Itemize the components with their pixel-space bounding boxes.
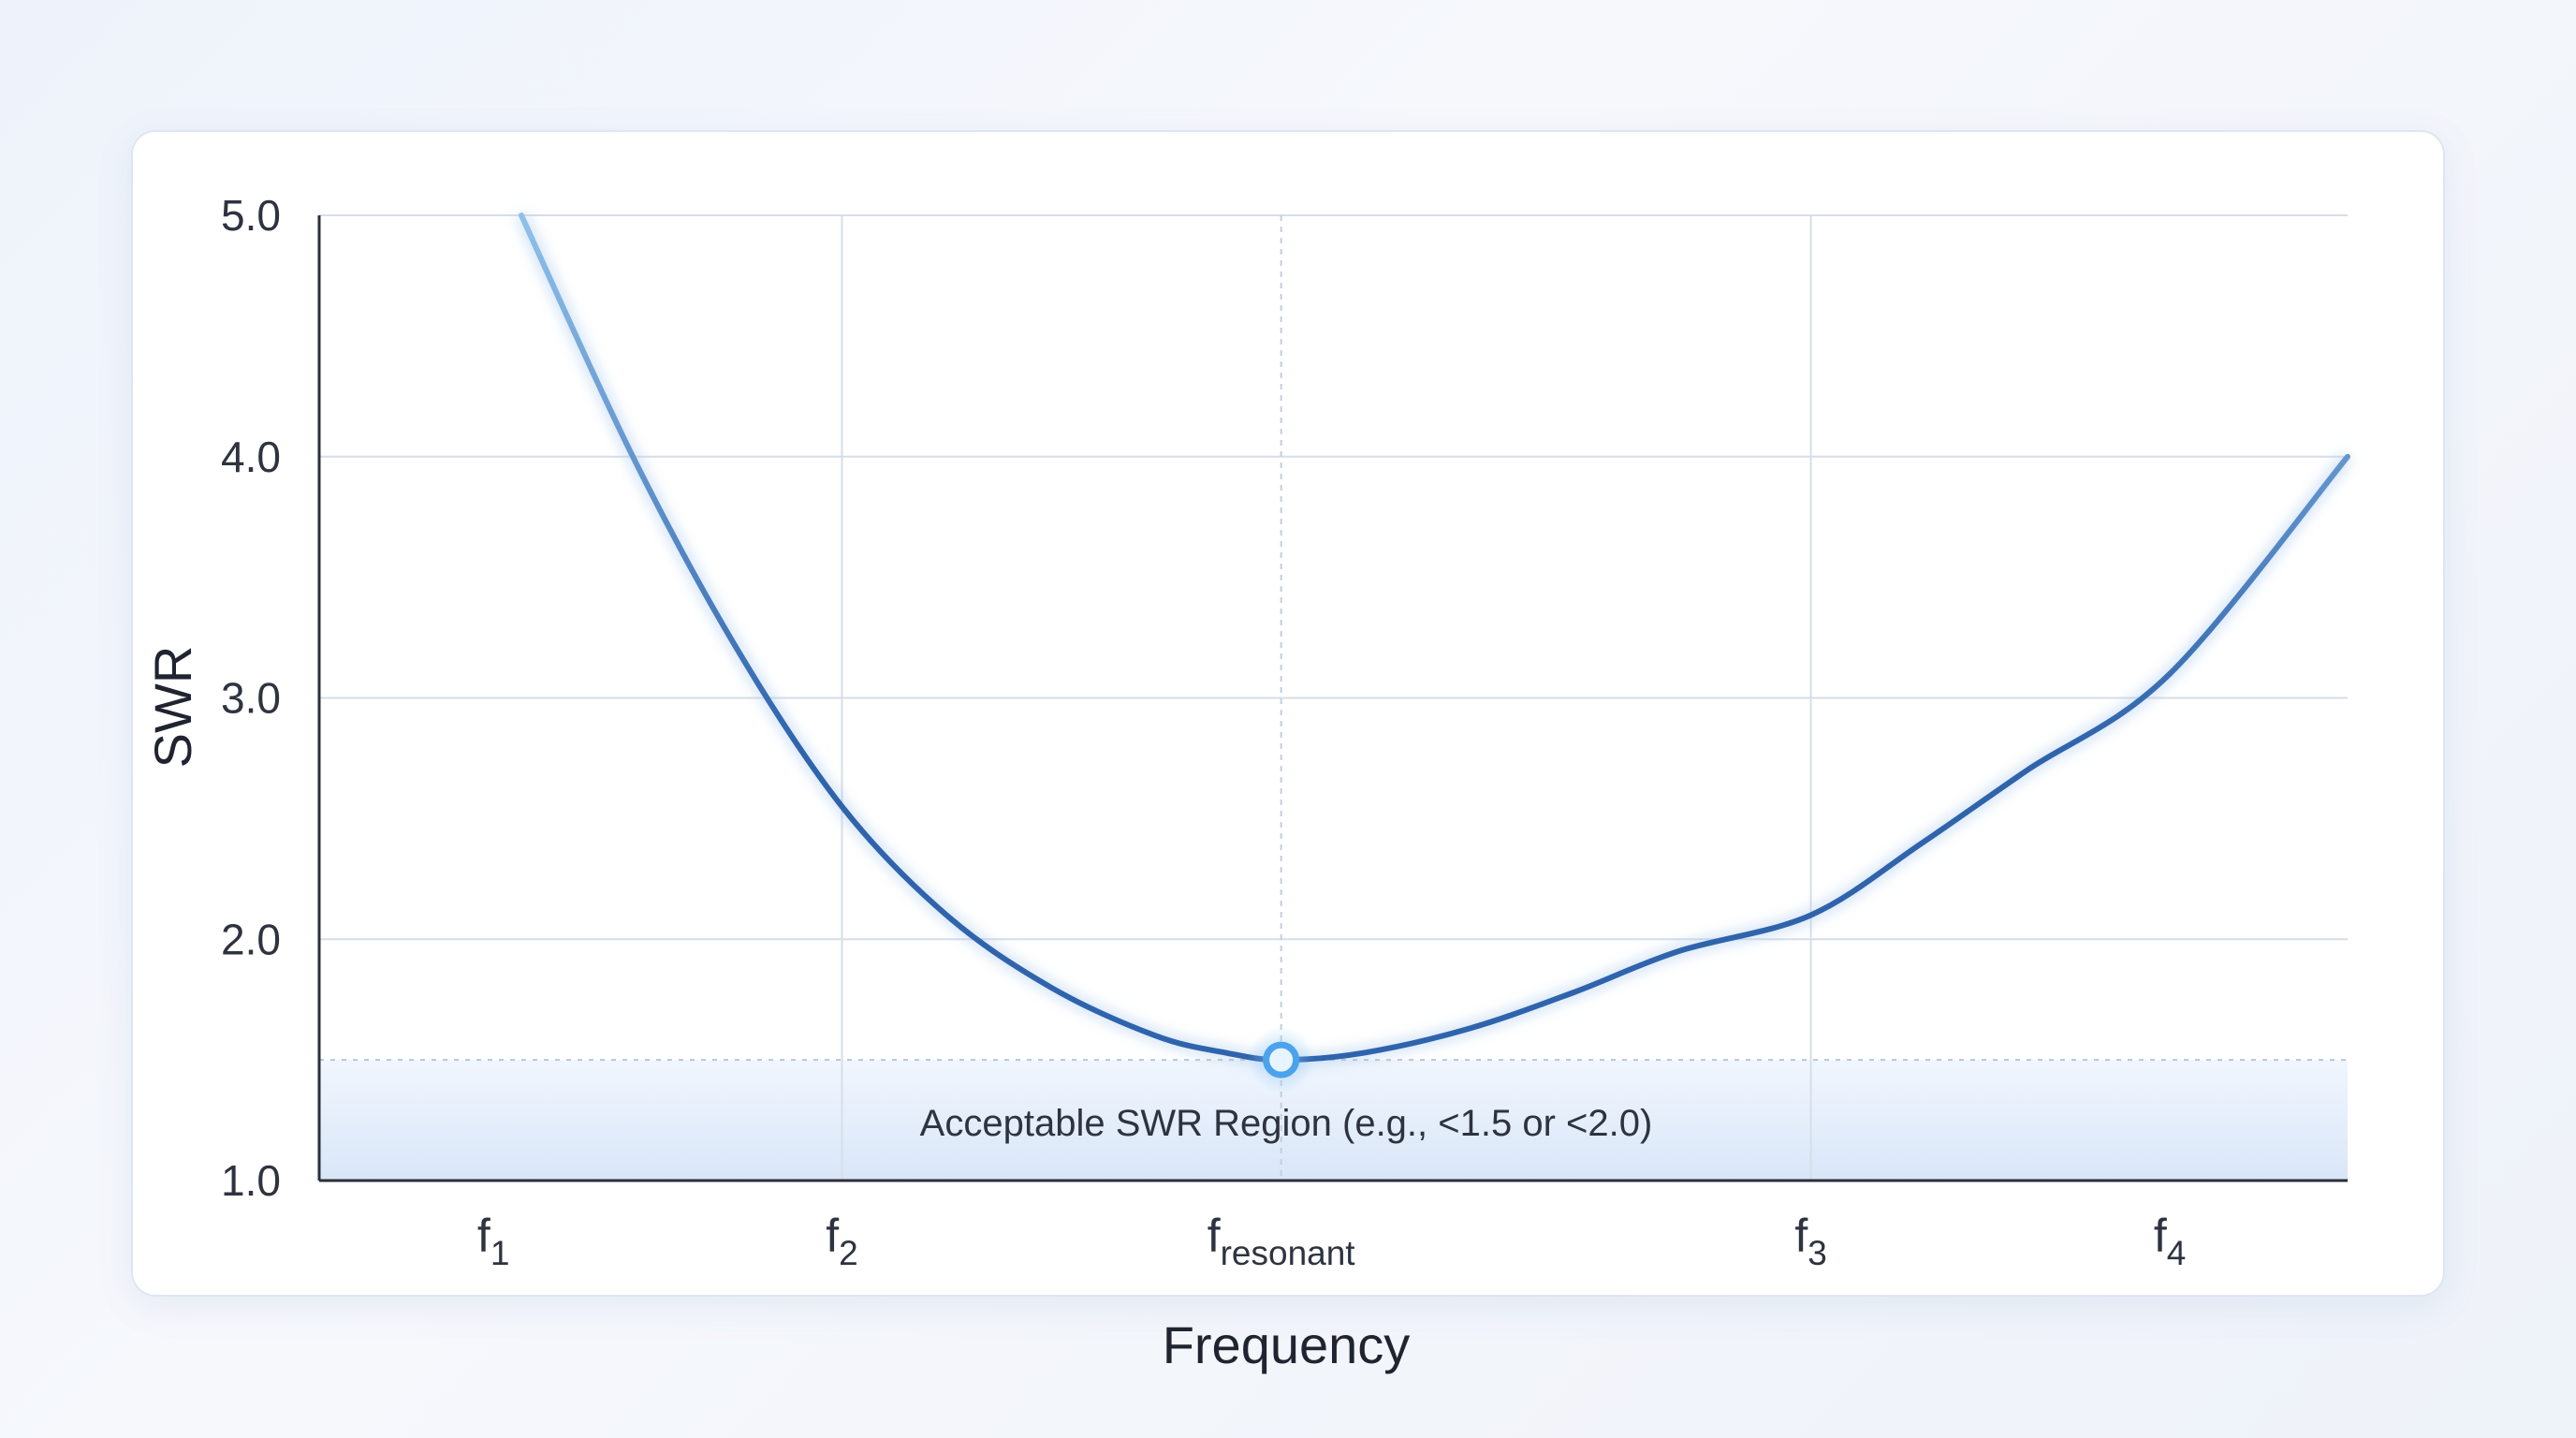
- acceptable-region: [319, 1060, 2348, 1181]
- swr-curve-group: [515, 213, 2353, 1067]
- x-tick-label: f4: [2154, 1210, 2186, 1272]
- swr-curve: [519, 213, 2350, 1064]
- x-tick-labels: f1 f2 fresonant f3 f4: [477, 1210, 2186, 1272]
- resonant-point-group: [1247, 1026, 1315, 1094]
- region-annotation: Acceptable SWR Region (e.g., <1.5 or <2.…: [920, 1103, 1653, 1144]
- x-tick-label: fresonant: [1208, 1210, 1356, 1272]
- y-tick-labels: 1.0 2.0 3.0 4.0 5.0: [221, 191, 281, 1205]
- swr-curve-glow: [515, 213, 2353, 1067]
- resonant-point-marker: [1263, 1041, 1300, 1078]
- x-tick-label: f3: [1794, 1210, 1826, 1272]
- y-tick-label: 4.0: [221, 433, 281, 481]
- y-axis-title: SWR: [143, 646, 202, 769]
- y-tick-label: 2.0: [221, 915, 281, 963]
- x-tick-label: f1: [477, 1210, 509, 1272]
- y-tick-label: 1.0: [221, 1156, 281, 1205]
- axes: [317, 215, 2348, 1182]
- acceptable-region-fill: [319, 1060, 2348, 1181]
- x-axis-title: Frequency: [1163, 1315, 1411, 1374]
- y-tick-label: 3.0: [221, 674, 281, 723]
- x-tick-label: f2: [826, 1210, 857, 1272]
- grid-lines: [319, 214, 2348, 1181]
- y-tick-label: 5.0: [221, 191, 281, 240]
